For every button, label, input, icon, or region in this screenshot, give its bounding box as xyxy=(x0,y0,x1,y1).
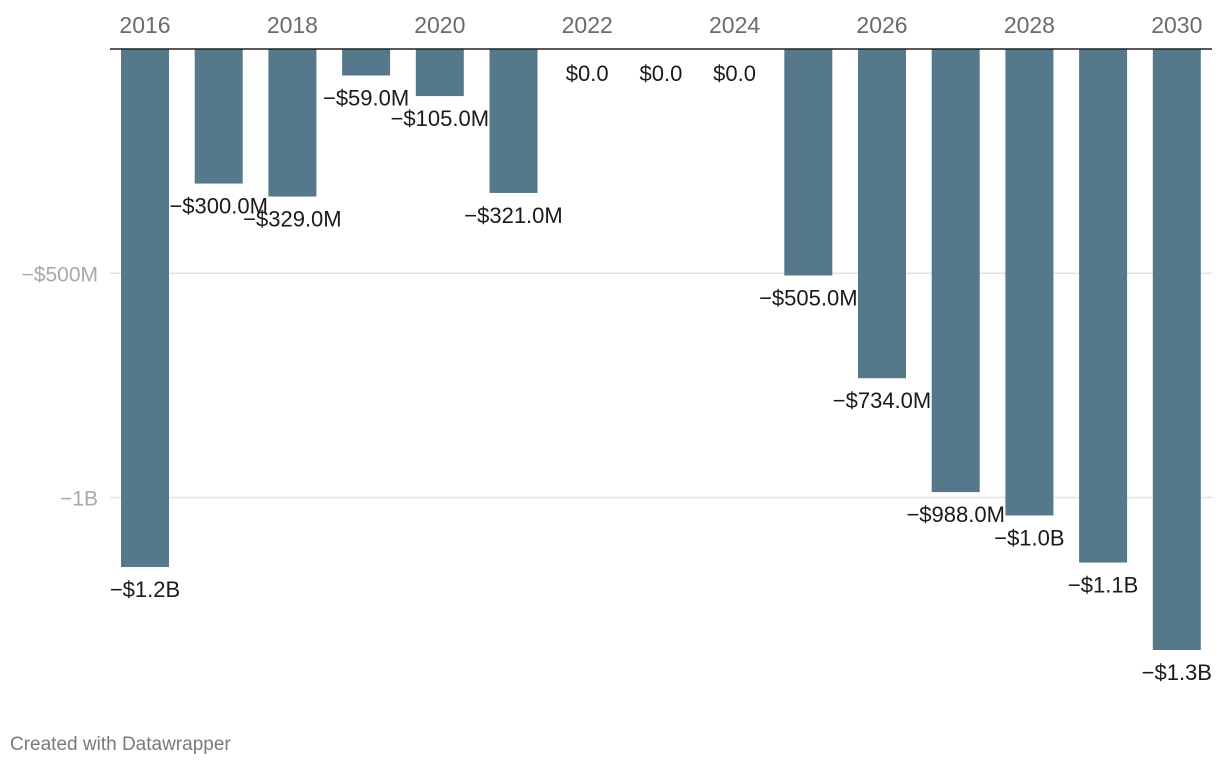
y-tick-label: −1B xyxy=(60,488,98,511)
x-tick-label-2030: 2030 xyxy=(1151,12,1202,38)
x-tick-label-2018: 2018 xyxy=(267,12,318,38)
data-label-2016: −$1.2B xyxy=(110,577,180,602)
data-label-2029: −$1.1B xyxy=(1068,573,1138,598)
x-tick-label-2026: 2026 xyxy=(856,12,907,38)
bar-2020 xyxy=(415,49,464,97)
bar-2019 xyxy=(342,49,391,76)
data-label-2030: −$1.3B xyxy=(1142,660,1212,685)
x-tick-label-2022: 2022 xyxy=(562,12,613,38)
bar-2028 xyxy=(1005,49,1054,516)
bar-2027 xyxy=(931,49,980,493)
data-label-2019: −$59.0M xyxy=(323,85,409,110)
bar-2021 xyxy=(489,49,538,193)
data-label-2024: $0.0 xyxy=(713,61,756,86)
data-labels: −$1.2B −$300.0M−$329.0M −$59.0M−$105.0M −$3… xyxy=(110,61,1212,685)
bar-2025 xyxy=(784,49,833,276)
data-label-2025: −$505.0M xyxy=(759,285,857,310)
data-label-2028: −$1.0B xyxy=(994,525,1064,550)
x-axis: 2016 2018 2020 2022 2024 2026 2028 2030 xyxy=(119,12,1202,38)
y-tick-label: −$500M xyxy=(22,263,98,286)
bar-2029 xyxy=(1079,49,1128,563)
data-label-2017: −$300.0M xyxy=(169,194,267,219)
x-tick-label-2024: 2024 xyxy=(709,12,760,38)
data-label-2023: $0.0 xyxy=(639,61,682,86)
bar-2017 xyxy=(194,49,243,184)
data-label-2022: $0.0 xyxy=(566,61,609,86)
bar-2016 xyxy=(121,49,169,568)
x-tick-label-2020: 2020 xyxy=(414,12,465,38)
x-tick-label-2016: 2016 xyxy=(119,12,170,38)
datawrapper-credit: Created with Datawrapper xyxy=(10,734,231,755)
x-tick-label-2028: 2028 xyxy=(1004,12,1055,38)
data-label-2027: −$988.0M xyxy=(906,502,1004,527)
data-label-2026: −$734.0M xyxy=(833,388,931,413)
data-label-2021: −$321.0M xyxy=(464,203,562,228)
bars xyxy=(121,49,1201,650)
bar-2018 xyxy=(268,49,317,197)
data-label-2018: −$329.0M xyxy=(243,207,341,232)
data-label-2020: −$105.0M xyxy=(391,106,489,131)
bar-2030 xyxy=(1152,49,1201,650)
bar-chart: −$500M−1B −$1.2B−$300.0M−$329.0M−$59.0M−… xyxy=(22,12,1212,685)
bar-2026 xyxy=(858,49,906,379)
